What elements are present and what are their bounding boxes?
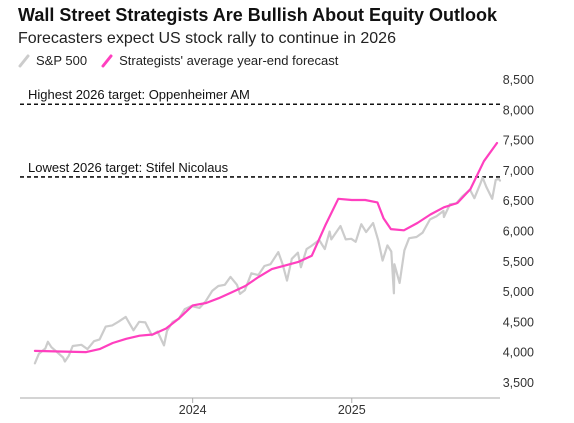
chart-legend: S&P 500 Strategists' average year-end fo… [18,53,352,68]
y-tick-label: 6,500 [503,194,534,208]
x-tick-label: 2024 [179,403,207,417]
legend-item-sp500: S&P 500 [18,53,87,68]
legend-swatch-forecast-line [101,54,113,67]
legend-swatch-forecast [101,54,113,67]
y-tick-label: 5,500 [503,255,534,269]
y-tick-label: 4,000 [503,346,534,360]
sp500-line [33,176,502,365]
legend-label-sp500: S&P 500 [36,53,88,68]
y-tick-label: 7,500 [503,134,534,148]
legend-item-forecast: Strategists' average year-end forecast [101,53,338,68]
y-tick-label: 4,500 [503,315,534,329]
x-tick-label: 2025 [338,403,366,417]
chart-title: Wall Street Strategists Are Bullish Abou… [18,5,498,25]
y-tick-label: 8,000 [503,103,534,117]
forecast-line [33,141,499,354]
legend-swatch-sp500-line [18,54,30,67]
legend-swatch-sp500 [18,54,30,67]
legend-label-forecast: Strategists' average year-end forecast [119,53,339,68]
y-tick-label: 5,000 [503,285,534,299]
reference-label-lowest: Lowest 2026 target: Stifel Nicolaus [28,160,229,175]
y-tick-label: 8,500 [503,73,534,87]
reference-label-highest: Highest 2026 target: Oppenheimer AM [28,87,250,102]
y-tick-label: 6,000 [503,225,534,239]
chart-subtitle: Forecasters expect US stock rally to con… [18,30,396,47]
y-tick-label: 7,000 [503,164,534,178]
y-tick-label: 3,500 [503,376,534,390]
